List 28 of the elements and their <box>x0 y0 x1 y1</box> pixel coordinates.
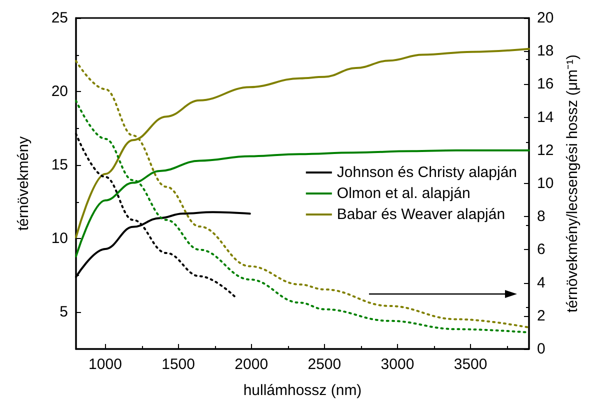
y2-tick-label: 12 <box>537 142 554 159</box>
legend-label: Babar és Weaver alapján <box>336 206 506 223</box>
y-tick-label: 15 <box>51 156 68 174</box>
y2-tick-label: 14 <box>537 108 554 126</box>
y-axis-title: térnövekmény <box>15 136 32 231</box>
x-tick-label: 1500 <box>162 356 195 373</box>
y-tick-label: 20 <box>51 83 68 100</box>
y2-tick-label: 8 <box>537 208 546 226</box>
x-axis-title: hullámhossz (nm) <box>243 382 362 399</box>
x-tick-label: 3000 <box>380 356 414 373</box>
legend-label: Olmon et al. alapján <box>336 185 470 202</box>
y-tick-label: 5 <box>60 304 68 321</box>
x-tick-label: 2500 <box>308 356 342 373</box>
y2-tick-label: 10 <box>537 175 554 192</box>
y2-tick-label: 20 <box>537 10 554 26</box>
y2-tick-label: 0 <box>537 340 546 358</box>
y2-tick-label: 2 <box>537 307 546 324</box>
x-tick-label: 2000 <box>234 356 268 373</box>
y2-tick-label: 18 <box>537 42 554 60</box>
y-tick-label: 10 <box>51 230 68 248</box>
y-tick-label: 25 <box>51 10 68 26</box>
legend-label: Johnson és Christy alapján <box>336 164 518 181</box>
x-tick-label: 1000 <box>88 356 122 373</box>
y2-tick-label: 6 <box>537 241 546 258</box>
y2-tick-label: 4 <box>537 274 546 292</box>
y2-axis-title: térnövekmény/lecsengési hossz (μm⁻¹) <box>564 54 581 312</box>
y2-tick-label: 16 <box>537 76 554 93</box>
x-tick-label: 3500 <box>454 356 488 373</box>
